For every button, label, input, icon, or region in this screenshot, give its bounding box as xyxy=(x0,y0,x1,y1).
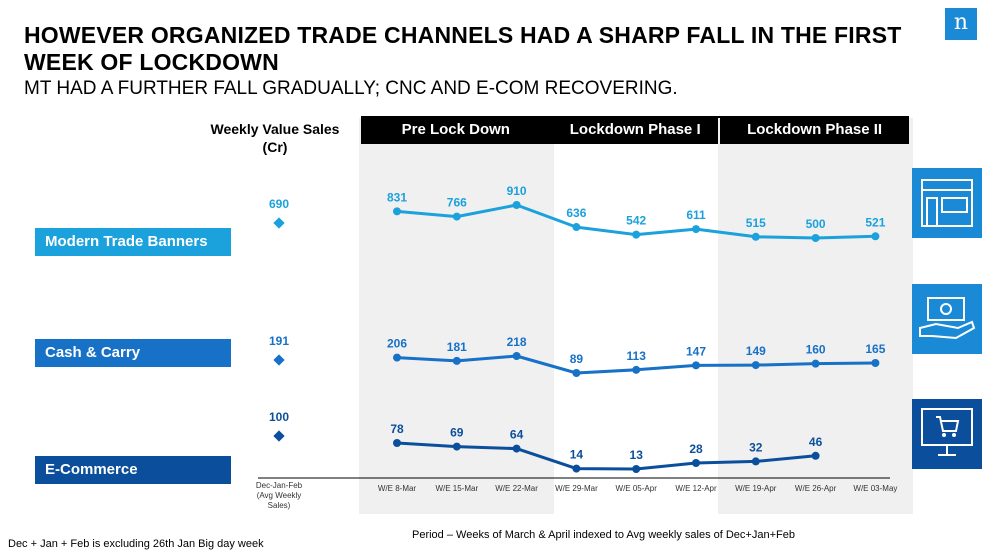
data-point xyxy=(572,464,581,473)
data-point xyxy=(572,223,581,232)
data-point xyxy=(512,201,521,209)
footnote-period: Period – Weeks of March & April indexed … xyxy=(412,529,795,541)
x-tick-label: W/E 15-Mar xyxy=(435,484,478,493)
x-tick-label: W/E 12-Apr xyxy=(675,484,717,493)
x-tick-label: W/E 8-Mar xyxy=(378,484,417,493)
data-label: 14 xyxy=(570,448,584,462)
data-label: 13 xyxy=(630,448,644,462)
data-point xyxy=(692,225,700,234)
baseline-category-label: Dec-Jan-Feb (Avg Weekly Sales) xyxy=(255,481,303,510)
baseline-value-label: 100 xyxy=(269,410,289,424)
x-tick-label: W/E 19-Apr xyxy=(735,484,777,493)
data-label: 218 xyxy=(507,335,527,349)
data-label: 542 xyxy=(626,214,646,228)
data-point xyxy=(751,457,760,466)
data-label: 636 xyxy=(566,206,586,220)
data-label: 28 xyxy=(689,442,703,456)
phase-label-1: Lockdown Phase I xyxy=(540,116,730,144)
data-label: 766 xyxy=(447,196,467,210)
x-tick-label: W/E 26-Apr xyxy=(795,484,837,493)
data-label: 78 xyxy=(390,422,404,436)
data-label: 32 xyxy=(749,440,763,454)
data-label: 181 xyxy=(447,340,467,354)
baseline-value-label: 191 xyxy=(269,334,289,348)
page-subtitle: MT HAD A FURTHER FALL GRADUALLY; CNC AND… xyxy=(24,78,678,99)
data-point xyxy=(452,212,461,221)
data-label: 149 xyxy=(746,344,766,358)
y-axis-label: Weekly Value Sales (Cr) xyxy=(210,121,340,155)
footnote-exclusion: Dec + Jan + Feb is excluding 26th Jan Bi… xyxy=(8,538,264,550)
baseline-marker xyxy=(273,354,285,366)
data-point xyxy=(572,369,581,377)
data-point xyxy=(632,365,641,374)
data-label: 165 xyxy=(865,342,885,356)
data-point xyxy=(452,356,461,365)
phase-label-0: Pre Lock Down xyxy=(361,116,551,144)
data-point xyxy=(811,359,820,368)
ecommerce-cart-icon xyxy=(912,399,982,469)
series-label-ecommerce: E-Commerce xyxy=(35,456,231,484)
data-point xyxy=(393,439,401,447)
data-label: 910 xyxy=(507,184,527,198)
baseline-marker xyxy=(273,430,285,442)
data-label: 160 xyxy=(806,343,826,357)
data-label: 500 xyxy=(806,217,826,231)
x-tick-label: W/E 05-Apr xyxy=(616,484,658,493)
data-point xyxy=(393,353,401,362)
data-point xyxy=(632,230,641,239)
data-label: 89 xyxy=(570,352,584,366)
data-label: 64 xyxy=(510,428,524,442)
phase-shade-2 xyxy=(717,118,914,514)
data-label: 69 xyxy=(450,426,464,440)
store-front-icon xyxy=(912,168,982,238)
baseline-value-label: 690 xyxy=(269,197,289,211)
data-point xyxy=(632,465,641,473)
data-label: 831 xyxy=(387,190,407,204)
data-point xyxy=(692,361,700,370)
series-line xyxy=(396,441,816,471)
data-point xyxy=(393,207,401,216)
data-label: 521 xyxy=(865,215,885,229)
data-point xyxy=(692,459,700,467)
data-point xyxy=(811,451,820,460)
data-point xyxy=(871,358,880,367)
data-label: 206 xyxy=(387,337,407,351)
hand-cash-icon xyxy=(912,284,982,354)
data-point xyxy=(871,232,880,241)
data-label: 515 xyxy=(746,216,766,230)
data-point xyxy=(512,352,521,360)
x-tick-label: W/E 03-May xyxy=(853,484,897,493)
data-label: 113 xyxy=(627,349,647,363)
data-point xyxy=(751,361,760,370)
brand-logo: n xyxy=(945,8,977,40)
page-title: HOWEVER ORGANIZED TRADE CHANNELS HAD A S… xyxy=(24,22,902,75)
data-label: 611 xyxy=(686,208,706,222)
x-tick-label: W/E 22-Mar xyxy=(495,484,538,493)
x-tick-label: W/E 29-Mar xyxy=(555,484,598,493)
data-point xyxy=(512,444,521,453)
baseline-marker xyxy=(273,217,285,229)
phase-label-2: Lockdown Phase II xyxy=(719,116,910,144)
series-label-modern-trade: Modern Trade Banners xyxy=(35,228,231,256)
data-point xyxy=(452,442,461,451)
data-point xyxy=(751,232,760,241)
data-label: 46 xyxy=(809,435,823,449)
data-point xyxy=(811,234,820,242)
series-label-cash-carry: Cash & Carry xyxy=(35,339,231,367)
data-label: 147 xyxy=(686,344,706,358)
